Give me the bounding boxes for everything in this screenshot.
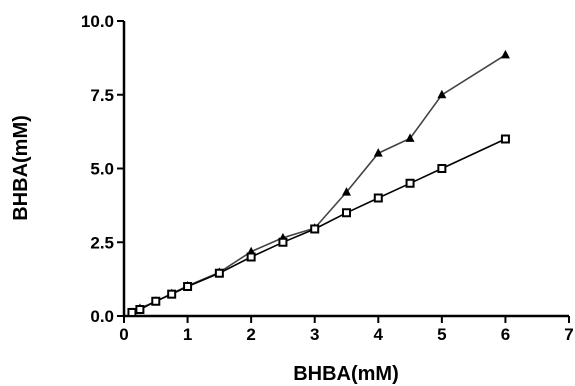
data-point [500,134,510,144]
series-1 [127,134,510,317]
axes: 0 1 2 3 4 5 6 7 0.0 2.5 5.0 7.5 10.0 [81,12,574,344]
series-0 [127,49,510,316]
x-tick-label: 0 [119,325,128,344]
data-point [246,252,256,262]
data-point [437,164,447,173]
y-tick-label: 7.5 [90,86,114,105]
x-tick-label: 1 [183,325,192,344]
data-point [373,148,383,157]
labels: BHBA(mM) BHBA(mM) [10,115,399,385]
data-point [278,237,288,247]
x-tick-label: 7 [564,325,573,344]
data-point [373,193,383,203]
y-axis-title: BHBA(mM) [10,115,32,221]
x-tick-label: 6 [501,325,510,344]
data-point [342,208,351,218]
y-tick-label: 10.0 [81,12,114,31]
data-point [183,282,193,291]
data-point [500,49,510,59]
x-tick-label: 3 [310,325,319,344]
x-axis-title: BHBA(mM) [293,363,399,385]
data-point [214,268,224,278]
data-point [127,307,137,317]
data-point [405,133,415,142]
x-tick-label: 2 [246,325,255,344]
data-point [151,296,161,306]
x-tick-label: 5 [437,325,446,344]
data-point [405,178,415,188]
y-tick-label: 5.0 [90,160,114,179]
y-tick-label: 2.5 [90,233,114,252]
x-tick-label: 4 [374,325,384,344]
y-tick-label: 0.0 [90,307,114,326]
series-line [131,54,506,314]
data-point [135,305,145,315]
data-point [437,89,447,99]
series-layer [127,49,510,317]
data-point [342,187,351,196]
data-point [310,224,320,234]
data-point [167,289,177,299]
